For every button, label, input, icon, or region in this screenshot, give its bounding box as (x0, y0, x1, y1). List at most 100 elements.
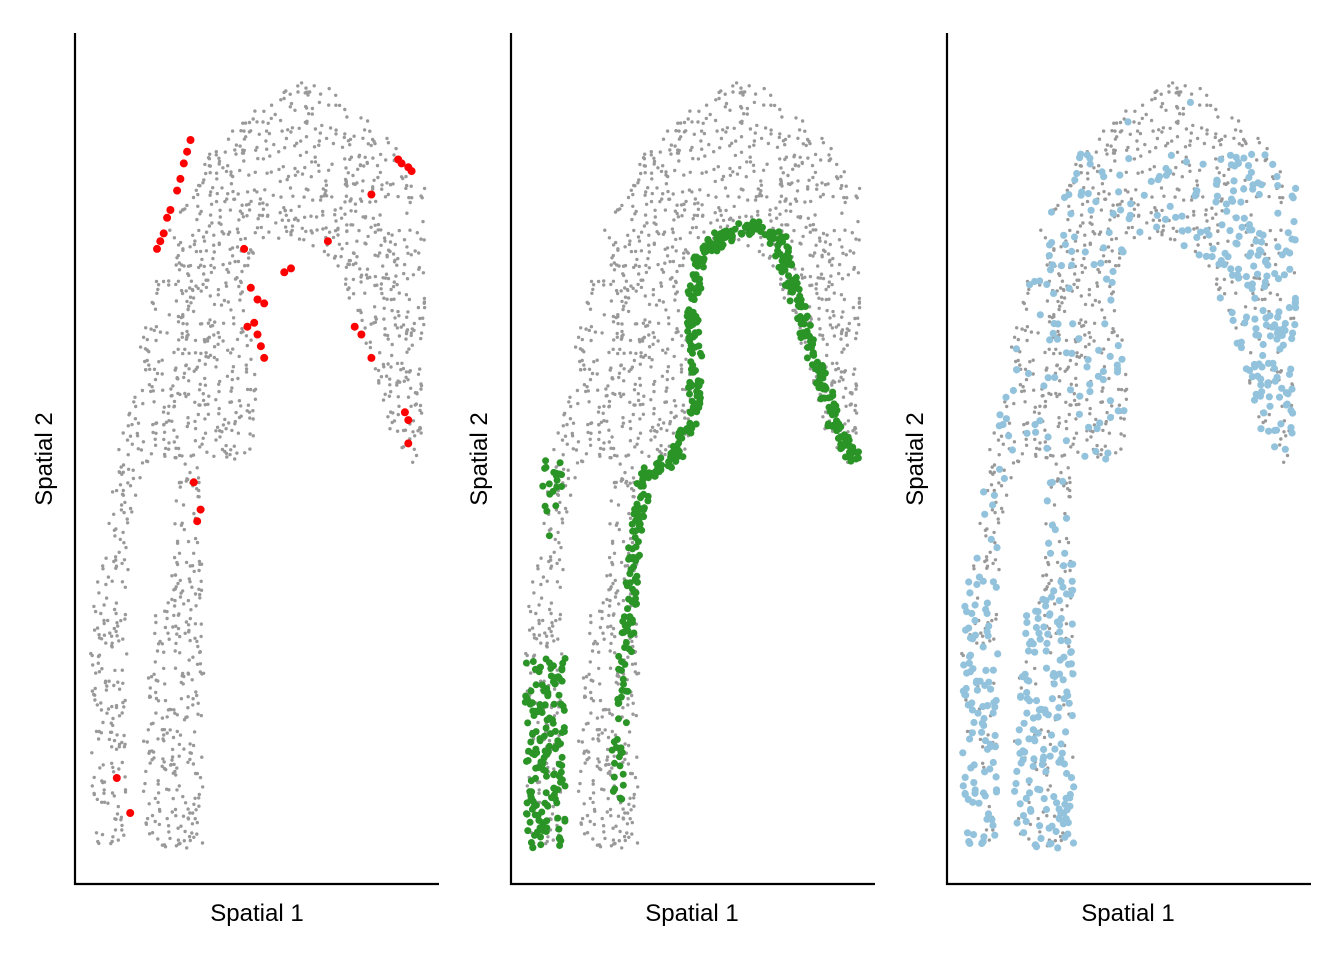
background-point (111, 835, 115, 839)
background-point (386, 362, 390, 366)
background-point (617, 371, 622, 375)
background-point (1083, 345, 1088, 349)
background-point (285, 229, 289, 234)
background-point (818, 276, 823, 280)
background-point (606, 796, 610, 801)
background-point (668, 419, 672, 424)
background-point (174, 773, 178, 777)
background-point (775, 145, 780, 149)
background-point (311, 198, 315, 202)
highlight-point (539, 760, 547, 768)
background-point (191, 655, 195, 659)
background-point (1106, 337, 1111, 342)
background-point (826, 252, 831, 256)
background-point (1154, 146, 1158, 150)
highlight-point (183, 147, 192, 156)
background-point (734, 81, 739, 85)
background-point (383, 195, 388, 199)
background-point (342, 135, 346, 140)
background-point (638, 403, 642, 407)
background-point (854, 237, 858, 241)
background-point (97, 591, 101, 595)
background-point (1001, 510, 1005, 514)
background-point (162, 650, 166, 654)
background-point (601, 601, 605, 605)
background-point (611, 581, 615, 586)
background-point (561, 567, 565, 572)
highlight-point (246, 283, 255, 292)
highlight-point (672, 457, 680, 465)
background-point (192, 242, 197, 247)
background-point (102, 618, 106, 623)
background-point (748, 155, 752, 159)
background-point (603, 836, 607, 841)
background-point (739, 135, 744, 139)
background-point (251, 434, 255, 438)
background-point (201, 181, 205, 185)
background-point (105, 684, 109, 688)
background-point (121, 493, 126, 497)
background-point (121, 463, 126, 467)
background-point (92, 775, 96, 780)
background-point (195, 820, 199, 825)
background-point (1087, 331, 1091, 335)
background-point (410, 196, 414, 200)
highlight-point (542, 463, 550, 471)
background-point (993, 541, 997, 545)
background-point (176, 446, 181, 451)
background-point (1210, 206, 1214, 210)
background-point (610, 766, 614, 770)
highlight-point (561, 655, 569, 662)
background-point (1016, 459, 1021, 464)
background-point (343, 132, 347, 136)
highlight-point (785, 254, 793, 262)
background-point (205, 450, 209, 454)
x-axis-label: Spatial 1 (210, 900, 303, 927)
background-point (600, 715, 604, 719)
background-point (1159, 105, 1164, 109)
background-point (857, 238, 861, 242)
background-point (122, 745, 127, 749)
background-point (639, 249, 644, 253)
background-point (1097, 270, 1102, 274)
background-point (405, 211, 409, 215)
background-point (786, 182, 791, 186)
background-point (707, 142, 711, 147)
background-point (1065, 604, 1069, 608)
background-point (145, 459, 150, 464)
background-point (742, 112, 746, 116)
background-point (207, 335, 211, 340)
background-point (659, 443, 663, 448)
background-point (690, 120, 694, 124)
background-point (196, 412, 200, 417)
background-point (1068, 228, 1072, 233)
background-point (297, 204, 301, 209)
background-point (1159, 92, 1163, 96)
background-point (192, 511, 196, 516)
background-point (234, 143, 239, 147)
background-point (839, 293, 844, 297)
highlight-point (696, 349, 704, 357)
background-point (154, 678, 158, 682)
background-point (204, 249, 209, 253)
background-point (608, 368, 612, 372)
highlight-point (556, 459, 564, 467)
background-point (132, 400, 136, 404)
background-point (1149, 118, 1154, 123)
background-point (660, 197, 664, 201)
background-point (368, 129, 372, 133)
highlight-point (545, 742, 553, 750)
background-point (1061, 831, 1065, 835)
background-point (202, 239, 207, 243)
background-point (823, 183, 828, 187)
background-point (401, 428, 406, 433)
background-point (162, 452, 167, 457)
background-point (666, 316, 671, 320)
background-point (685, 250, 689, 254)
background-point (701, 213, 705, 217)
background-point (285, 177, 289, 182)
background-point (186, 760, 190, 764)
background-point (1140, 116, 1145, 121)
background-point (1150, 195, 1154, 199)
background-point (794, 116, 798, 120)
